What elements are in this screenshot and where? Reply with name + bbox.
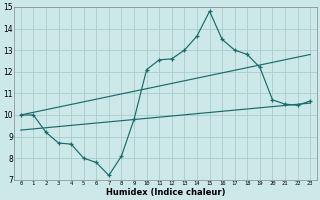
X-axis label: Humidex (Indice chaleur): Humidex (Indice chaleur): [106, 188, 225, 197]
